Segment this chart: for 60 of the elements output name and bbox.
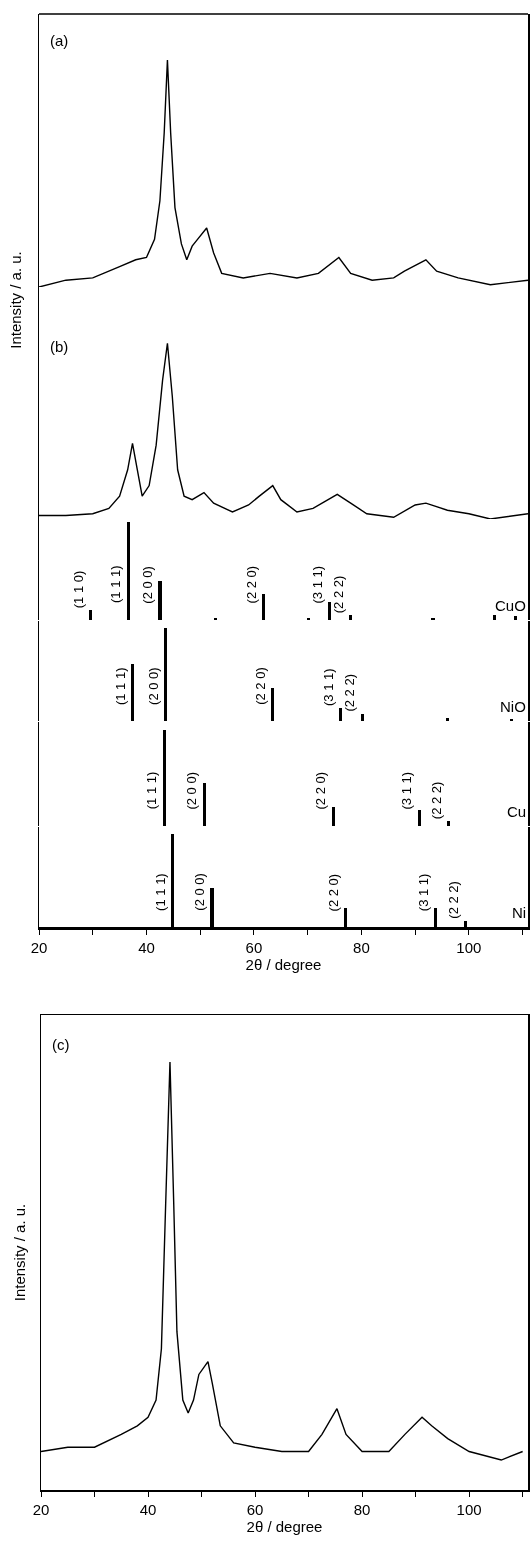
annotation: (3 1 1) xyxy=(309,565,325,604)
y-axis-title: Intensity / a. u. xyxy=(11,1203,28,1302)
x-tick-label: 100 xyxy=(456,1500,482,1518)
annotation: (2 2 2) xyxy=(342,674,358,712)
bar xyxy=(514,616,518,620)
bar xyxy=(331,806,336,826)
annotation: (2 2 0) xyxy=(243,565,259,604)
bar xyxy=(162,729,166,826)
bar xyxy=(270,687,274,721)
annotation: (1 1 1) xyxy=(108,565,124,603)
x-tick-label: 40 xyxy=(138,939,155,956)
x-tick-label: 80 xyxy=(353,939,370,956)
x-tick-label: 40 xyxy=(139,1500,157,1518)
text: (c) xyxy=(52,1036,70,1053)
annotation: (3 1 1) xyxy=(399,771,415,810)
bar xyxy=(158,580,162,620)
x-tick-label: 20 xyxy=(32,1500,50,1518)
bar xyxy=(446,821,451,826)
annotation: (1 1 1) xyxy=(152,873,168,911)
annotation: (2 0 0) xyxy=(140,566,156,604)
bar xyxy=(328,602,332,620)
bar xyxy=(493,615,497,620)
bar xyxy=(338,708,343,721)
annotation: (3 1 1) xyxy=(415,873,431,912)
bar xyxy=(126,521,130,620)
annotation: (3 1 1) xyxy=(320,668,336,706)
bar xyxy=(163,628,167,721)
annotation: (1 1 0) xyxy=(70,570,86,609)
text: Cu xyxy=(507,803,527,820)
annotation: (2 0 0) xyxy=(192,873,208,911)
x-axis-title: 2θ / degree xyxy=(246,1517,323,1535)
y-axis-title: Intensity / a. u. xyxy=(6,251,24,349)
annotation: (1 1 1) xyxy=(144,771,160,810)
annotation: (1 1 1) xyxy=(112,667,128,706)
bar xyxy=(417,809,422,826)
series-label: CuO xyxy=(495,597,526,614)
bar xyxy=(130,663,135,721)
bar xyxy=(349,615,353,620)
bar xyxy=(202,782,207,826)
annotation: (2 2 2) xyxy=(445,881,461,919)
text: (a) xyxy=(50,32,69,49)
annotation: (2 0 0) xyxy=(145,667,161,705)
text: Ni xyxy=(512,904,527,921)
annotation: (b) xyxy=(50,338,69,355)
bar xyxy=(88,610,93,620)
series-label: NiO xyxy=(500,698,526,715)
bar xyxy=(262,593,266,620)
annotation: (2 2 0) xyxy=(252,667,268,705)
annotation: (2 2 2) xyxy=(331,575,347,614)
x-tick-label: 20 xyxy=(30,939,48,956)
x-tick-label: 60 xyxy=(245,939,263,956)
bar xyxy=(445,718,450,721)
annotation: (2 2 0) xyxy=(313,771,329,810)
annotation: (2 2 0) xyxy=(326,873,342,912)
x-axis-title: 2θ / degree xyxy=(245,956,322,973)
x-tick-label: 100 xyxy=(456,939,482,956)
x-tick-label: 80 xyxy=(353,1500,371,1518)
x-tick-label: 60 xyxy=(246,1500,264,1518)
annotation: (2 2 2) xyxy=(428,781,444,820)
annotation: (2 0 0) xyxy=(184,771,200,810)
